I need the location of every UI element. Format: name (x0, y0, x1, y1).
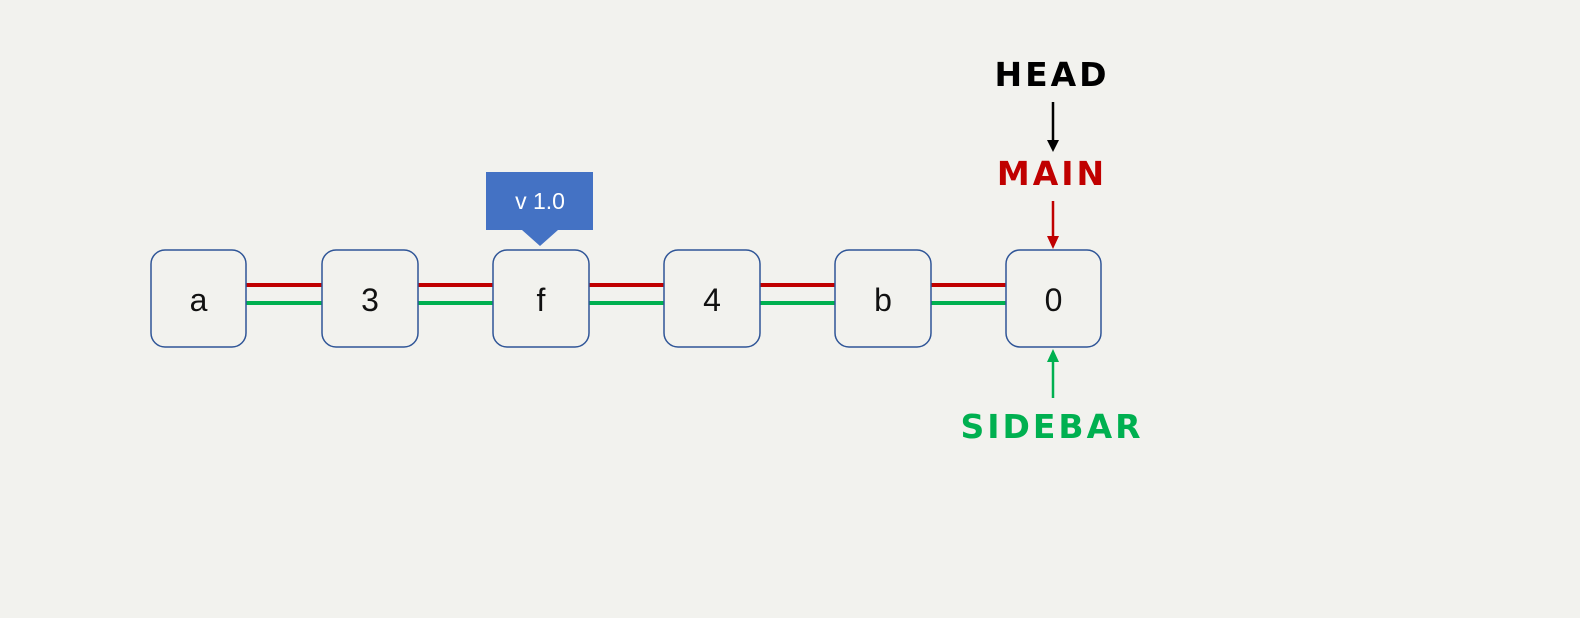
sidebar-ref[interactable]: SIDEBAR (960, 407, 1143, 446)
head-label: HEAD (994, 55, 1109, 94)
sidebar-label: SIDEBAR (960, 407, 1143, 446)
commit-label: b (874, 282, 892, 318)
head-arrowhead-icon (1047, 140, 1059, 152)
commit-box (1005, 249, 1102, 348)
main-label: MAIN (997, 154, 1107, 193)
main-ref[interactable]: MAIN (997, 154, 1107, 193)
sidebar-arrowhead-icon (1047, 349, 1059, 362)
commit-node-3[interactable]: 4 (663, 249, 761, 348)
main-arrow (1047, 201, 1059, 249)
commit-box (150, 249, 247, 348)
commit-box (663, 249, 761, 348)
commit-node-4[interactable]: b (834, 249, 932, 348)
commit-label: 3 (361, 282, 379, 318)
tag-label: v 1.0 (515, 188, 565, 214)
commit-box (492, 249, 590, 348)
commit-box (321, 249, 419, 348)
commit-node-1[interactable]: 3 (321, 249, 419, 348)
main-arrowhead-icon (1047, 236, 1059, 249)
commit-node-5[interactable]: 0 (1005, 249, 1102, 348)
head-ref[interactable]: HEAD (994, 55, 1109, 94)
head-arrow (1047, 102, 1059, 152)
commit-label: a (190, 282, 208, 318)
sidebar-arrow (1047, 349, 1059, 398)
commit-box (834, 249, 932, 348)
commit-label: 4 (703, 282, 721, 318)
commit-node-2[interactable]: f (492, 249, 590, 348)
tag-v1[interactable]: v 1.0 (486, 172, 593, 246)
commit-label: 0 (1045, 282, 1063, 318)
commit-label: f (537, 282, 546, 318)
tag-callout-shape (486, 172, 593, 246)
commit-node-0[interactable]: a (150, 249, 247, 348)
